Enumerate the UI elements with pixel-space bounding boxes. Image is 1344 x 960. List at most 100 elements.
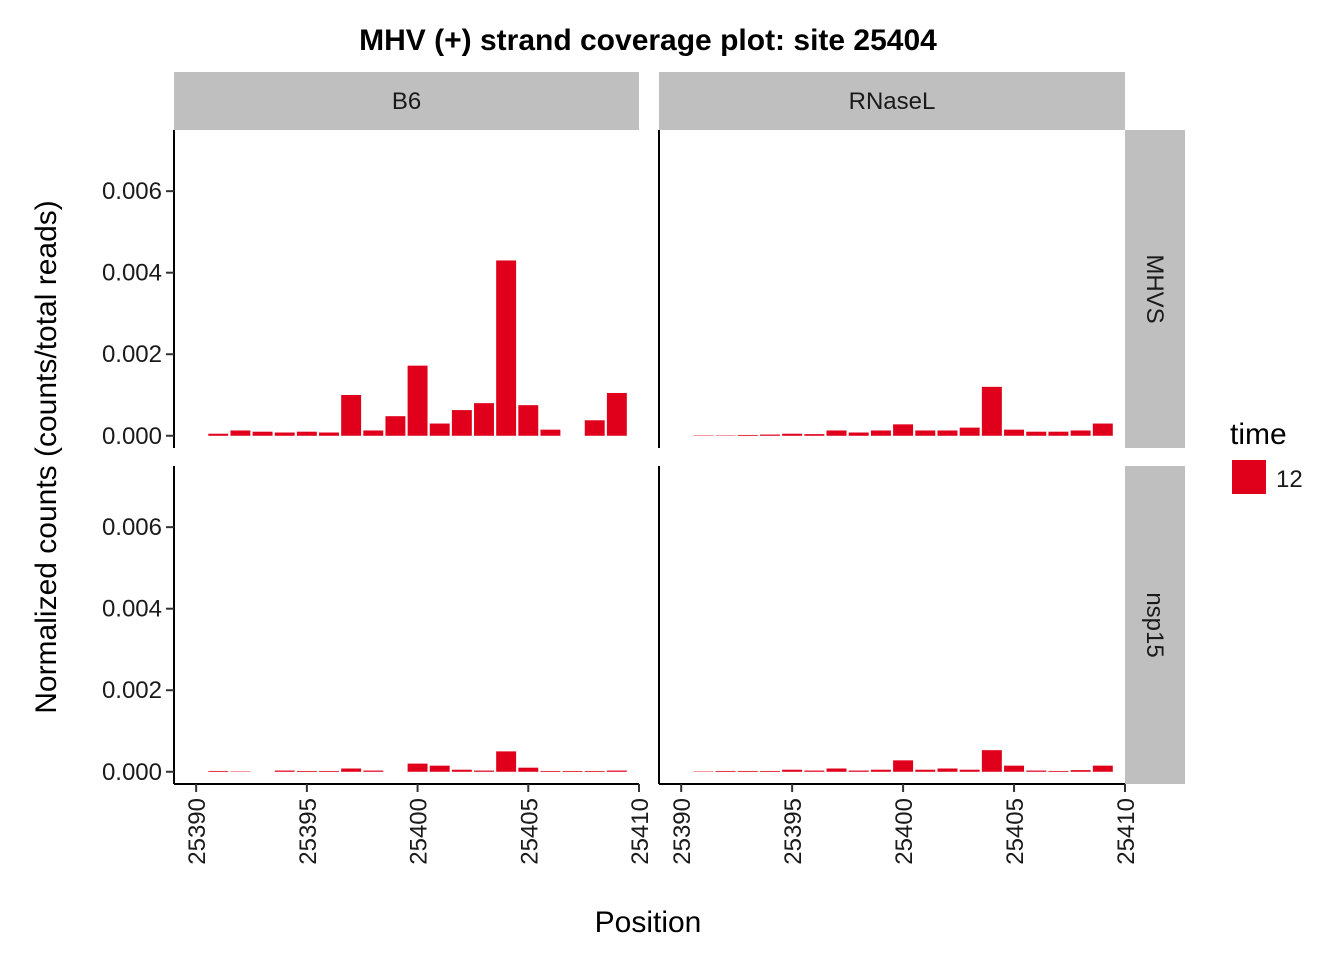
chart-title: MHV (+) strand coverage plot: site 25404	[359, 24, 937, 57]
bar: 25395: 0.00005	[782, 433, 803, 436]
bar: 25399: 0.00013	[870, 430, 891, 436]
bar: 25407: 0.00002	[562, 770, 583, 772]
bar: 25409: 0.00015	[1092, 765, 1113, 772]
bar: 25403: 0.00005	[959, 769, 980, 772]
bar: 25406: 0.00003	[1026, 770, 1047, 772]
bar: 25404: 0.0012	[981, 386, 1002, 436]
bar: 25396: 0.00008	[319, 432, 339, 436]
bar: 25396: 0.00004	[804, 434, 825, 436]
bar: 25394: 0.00008	[274, 432, 295, 436]
column-strip-b6	[174, 72, 639, 130]
bar: 25408: 0.00038	[584, 420, 605, 436]
panel-rnasel-nsp15: 25391: 0.0000125392: 0.0000225393: 0.000…	[658, 466, 1140, 865]
bar: 25398: 0.00003	[363, 770, 384, 772]
bar: 25398: 0.00008	[848, 432, 869, 436]
bar: 25404: 0.00053	[981, 750, 1002, 772]
bar: 25397: 0.00008	[826, 768, 847, 772]
bar: 25402: 0.00008	[937, 768, 958, 772]
panel-rnasel-mhvs: 25391: 0.0000125392: 0.0000125393: 0.000…	[658, 130, 1113, 448]
row-strip-mhvs	[1125, 130, 1185, 448]
y-tick-label: 0.002	[102, 677, 162, 704]
bar: 25406: 0.00015	[540, 429, 561, 436]
bar: 25400: 0.0002	[407, 763, 428, 772]
bar: 25393: 0.00002	[737, 434, 758, 436]
panel-b6-nsp15: 25391: 0.0000225392: 0.0000125393: 02539…	[102, 466, 654, 865]
panel-b6-mhvs: 25391: 0.0000525392: 0.0001325393: 0.000…	[102, 130, 627, 450]
column-strip-rnasel	[659, 72, 1125, 130]
x-tick-label: 25400	[891, 798, 918, 865]
legend-label: 12	[1276, 466, 1303, 493]
legend: time 12	[1230, 418, 1303, 494]
bar: 25402: 0.00013	[937, 430, 958, 436]
row-strip-label-nsp15: nsp15	[1141, 592, 1168, 657]
x-tick-label: 25405	[1002, 798, 1029, 865]
bar: 25392: 0.00013	[230, 430, 251, 436]
bar: 25400: 0.00172	[407, 365, 428, 436]
y-tick-label: 0.006	[102, 514, 162, 541]
bar: 25394: 0.00003	[274, 770, 295, 772]
bar: 25409: 0.00105	[606, 392, 627, 436]
legend-key	[1232, 460, 1266, 494]
bar: 25394: 0.00003	[759, 434, 780, 436]
y-tick-label: 0.004	[102, 596, 162, 623]
bar: 25394: 0.00002	[759, 770, 780, 772]
bar: 25401: 0.0003	[429, 423, 450, 436]
bar: 25400: 0.00028	[893, 424, 914, 436]
column-strip-label-b6: B6	[392, 88, 421, 115]
bar: 25398: 0.00003	[848, 770, 869, 772]
bar: 25402: 0.00005	[451, 769, 472, 772]
bar: 25408: 0.00004	[1070, 770, 1091, 772]
bar: 25400: 0.00028	[893, 760, 914, 772]
bar: 25409: 0.00003	[606, 770, 627, 772]
bar: 25405: 0.00075	[518, 405, 539, 436]
x-tick-label: 25390	[184, 798, 211, 865]
bar: 25392: 0.00002	[715, 770, 736, 772]
bar: 25406: 0.00002	[540, 770, 561, 772]
bar: 25405: 0.0001	[518, 767, 539, 772]
bar: 25395: 0.0001	[296, 431, 317, 436]
bar: 25398: 0.00013	[363, 430, 384, 436]
bar: 25405: 0.00015	[1004, 429, 1025, 436]
bar: 25408: 0.00002	[584, 770, 605, 772]
bar: 25404: 0.0005	[496, 751, 517, 772]
y-tick-label: 0.004	[102, 260, 162, 287]
bar: 25399: 0.00048	[385, 416, 406, 436]
bar: 25407: 0.00002	[1048, 770, 1069, 772]
bar: 25405: 0.00015	[1004, 765, 1025, 772]
x-axis-title: Position	[595, 906, 702, 939]
bar: 25395: 0.00002	[296, 770, 317, 772]
column-strip-label-rnasel: RNaseL	[849, 88, 936, 115]
bar: 25409: 0.0003	[1092, 423, 1113, 436]
y-tick-label: 0.000	[102, 423, 162, 450]
bar: 25391: 0.00002	[208, 770, 229, 772]
bar: 25393: 0.00002	[737, 770, 758, 772]
bar: 25403: 0.00003	[474, 770, 494, 772]
bar: 25401: 0.00013	[915, 430, 936, 436]
y-tick-label: 0.000	[102, 759, 162, 786]
bar: 25401: 0.00005	[915, 769, 936, 772]
x-tick-label: 25395	[295, 798, 322, 865]
legend-title: time	[1230, 418, 1287, 451]
facet-panels: B6 RNaseLMHVSnsp1525391: 0.0000525392: 0.…	[102, 72, 1185, 865]
x-tick-label: 25410	[627, 798, 654, 865]
bar: 25395: 0.00005	[782, 769, 803, 772]
bar: 25399: 0.00005	[870, 769, 891, 772]
bar: 25397: 0.00013	[826, 430, 847, 436]
y-axis-title: Normalized counts (counts/total reads)	[30, 200, 63, 714]
row-strip-nsp15	[1125, 466, 1185, 784]
bar: 25396: 0.00002	[319, 770, 339, 772]
row-strip-label-mhvs: MHVS	[1141, 254, 1168, 323]
x-tick-label: 25390	[669, 798, 696, 865]
x-tick-label: 25405	[516, 798, 543, 865]
y-tick-label: 0.006	[102, 178, 162, 205]
bar: 25397: 0.001	[341, 395, 362, 436]
bar: 25407: 0.0001	[1048, 431, 1069, 436]
bar: 25408: 0.00013	[1070, 430, 1091, 436]
x-tick-label: 25400	[406, 798, 433, 865]
bar: 25402: 0.00063	[451, 410, 472, 436]
bar: 25391: 0.00005	[208, 433, 229, 436]
bar: 25396: 0.00003	[804, 770, 825, 772]
bar: 25393: 0.0001	[252, 431, 273, 436]
bar: 25403: 0.0002	[959, 427, 980, 436]
